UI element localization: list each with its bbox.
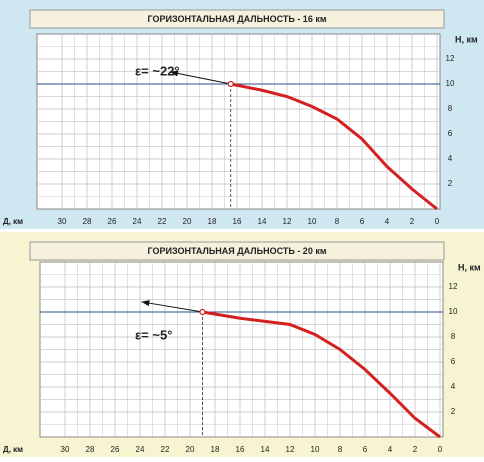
x-tick-label: 0 (435, 217, 440, 226)
x-tick-label: 2 (410, 217, 415, 226)
x-tick-label: 10 (308, 217, 317, 226)
y-tick-label: 6 (448, 129, 453, 138)
chart-title: ГОРИЗОНТАЛЬНАЯ ДАЛЬНОСТЬ - 20 км (148, 246, 327, 256)
x-tick-label: 30 (61, 445, 70, 454)
x-axis-label: Д, км (3, 217, 23, 226)
x-tick-label: 26 (111, 445, 120, 454)
start-point (199, 308, 206, 316)
data-line (230, 82, 438, 211)
x-tick-label: 12 (283, 217, 292, 226)
x-tick-label: 10 (311, 445, 320, 454)
x-tick-label: 0 (438, 445, 443, 454)
x-tick-label: 8 (338, 445, 343, 454)
x-tick-label: 20 (183, 217, 192, 226)
x-tick-label: 16 (233, 217, 242, 226)
x-tick-label: 28 (83, 217, 92, 226)
angle-annotation: ε= ~5° (135, 327, 172, 342)
y-tick-label: 10 (449, 307, 458, 316)
y-axis-label: Н, км (458, 262, 481, 272)
data-line (202, 310, 441, 439)
x-tick-label: 30 (58, 217, 67, 226)
y-tick-label: 6 (451, 357, 456, 366)
y-tick-label: 12 (446, 54, 455, 63)
x-tick-label: 22 (158, 217, 167, 226)
x-tick-label: 12 (286, 445, 295, 454)
x-tick-label: 6 (363, 445, 368, 454)
title-box (29, 241, 445, 261)
x-tick-label: 6 (360, 217, 365, 226)
chart-title: ГОРИЗОНТАЛЬНАЯ ДАЛЬНОСТЬ - 16 км (148, 14, 327, 24)
y-tick-label: 10 (446, 79, 455, 88)
angle-annotation: ε= ~22° (135, 63, 180, 78)
angle-arrow (169, 71, 231, 85)
x-tick-label: 4 (385, 217, 390, 226)
y-tick-label: 4 (448, 154, 453, 163)
arrow-head (169, 70, 179, 77)
y-tick-label: 12 (449, 282, 458, 291)
x-tick-label: 18 (211, 445, 220, 454)
x-tick-label: 20 (186, 445, 195, 454)
x-axis-label: Д, км (3, 445, 23, 454)
title-box (29, 9, 445, 29)
arrow-head (141, 300, 150, 307)
y-tick-label: 8 (448, 104, 453, 113)
x-tick-label: 18 (208, 217, 217, 226)
y-tick-label: 2 (451, 407, 456, 416)
start-point (227, 80, 234, 88)
angle-arrow (141, 301, 203, 313)
x-tick-label: 4 (388, 445, 393, 454)
y-tick-label: 2 (448, 179, 453, 188)
x-tick-label: 28 (86, 445, 95, 454)
x-tick-label: 22 (161, 445, 170, 454)
y-axis-label: Н, км (455, 34, 478, 44)
x-tick-label: 24 (136, 445, 145, 454)
y-tick-label: 8 (451, 332, 456, 341)
x-tick-label: 14 (258, 217, 267, 226)
x-tick-label: 14 (261, 445, 270, 454)
x-tick-label: 24 (133, 217, 142, 226)
x-tick-label: 16 (236, 445, 245, 454)
x-tick-label: 2 (413, 445, 418, 454)
y-tick-label: 4 (451, 382, 456, 391)
x-tick-label: 8 (335, 217, 340, 226)
x-tick-label: 26 (108, 217, 117, 226)
